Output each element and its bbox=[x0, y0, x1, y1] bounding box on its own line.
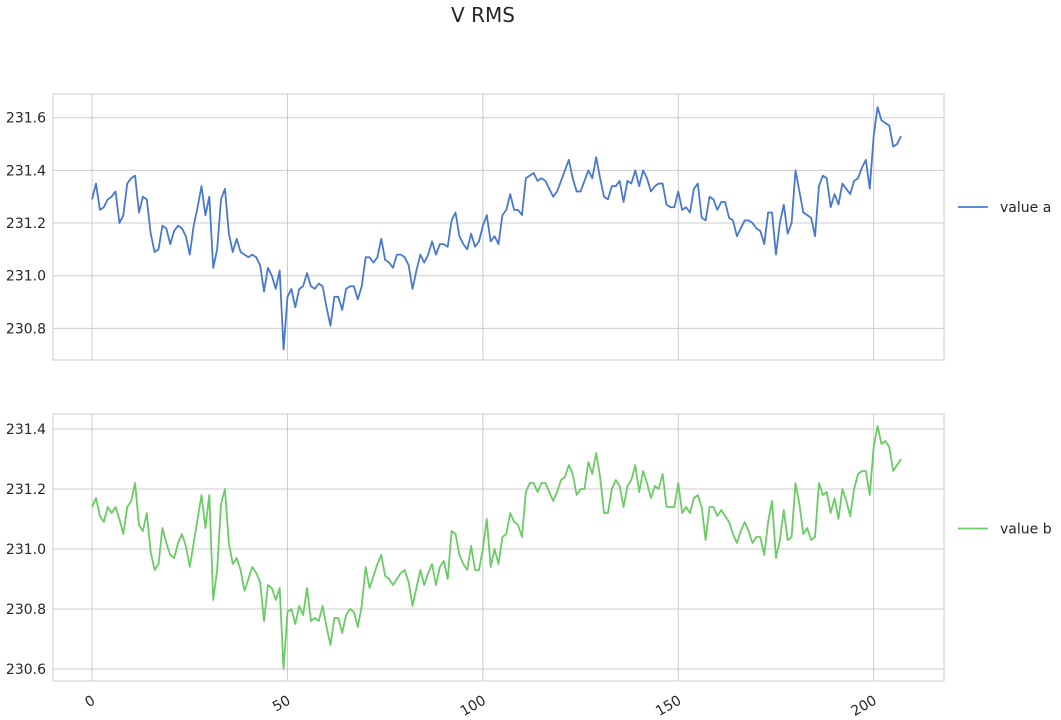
legend-label: value a bbox=[1000, 200, 1051, 216]
x-tick-label: 50 bbox=[270, 693, 293, 716]
series-line-value-a bbox=[91, 106, 902, 351]
x-axis-ticks: 0 50 100 150 200 bbox=[82, 693, 879, 720]
y-tick-label: 231.4 bbox=[6, 163, 46, 179]
y-tick-label: 231.2 bbox=[6, 482, 46, 498]
y-tick-label: 231.2 bbox=[6, 216, 46, 232]
y-tick-label: 230.6 bbox=[6, 662, 46, 678]
series-line-value-b bbox=[91, 425, 902, 670]
plot-frame bbox=[52, 413, 945, 682]
chart-title: V RMS bbox=[451, 3, 515, 27]
plot-frame bbox=[52, 93, 945, 361]
x-tick-label: 0 bbox=[82, 693, 98, 711]
y-tick-label: 231.0 bbox=[6, 269, 46, 285]
y-tick-label: 231.4 bbox=[6, 422, 46, 438]
top-panel: 230.8 231.0 231.2 231.4 231.6 value a bbox=[6, 93, 1051, 361]
x-tick-label: 200 bbox=[849, 693, 880, 720]
legend-label: value b bbox=[1000, 522, 1052, 538]
bottom-panel: 230.6 230.8 231.0 231.2 231.4 value b bbox=[6, 413, 1052, 682]
x-tick-label: 150 bbox=[653, 693, 684, 720]
x-tick-label: 100 bbox=[458, 693, 489, 720]
y-tick-label: 231.0 bbox=[6, 542, 46, 558]
y-tick-label: 230.8 bbox=[6, 602, 46, 618]
y-tick-label: 230.8 bbox=[6, 321, 46, 337]
y-tick-label: 231.6 bbox=[6, 111, 46, 127]
